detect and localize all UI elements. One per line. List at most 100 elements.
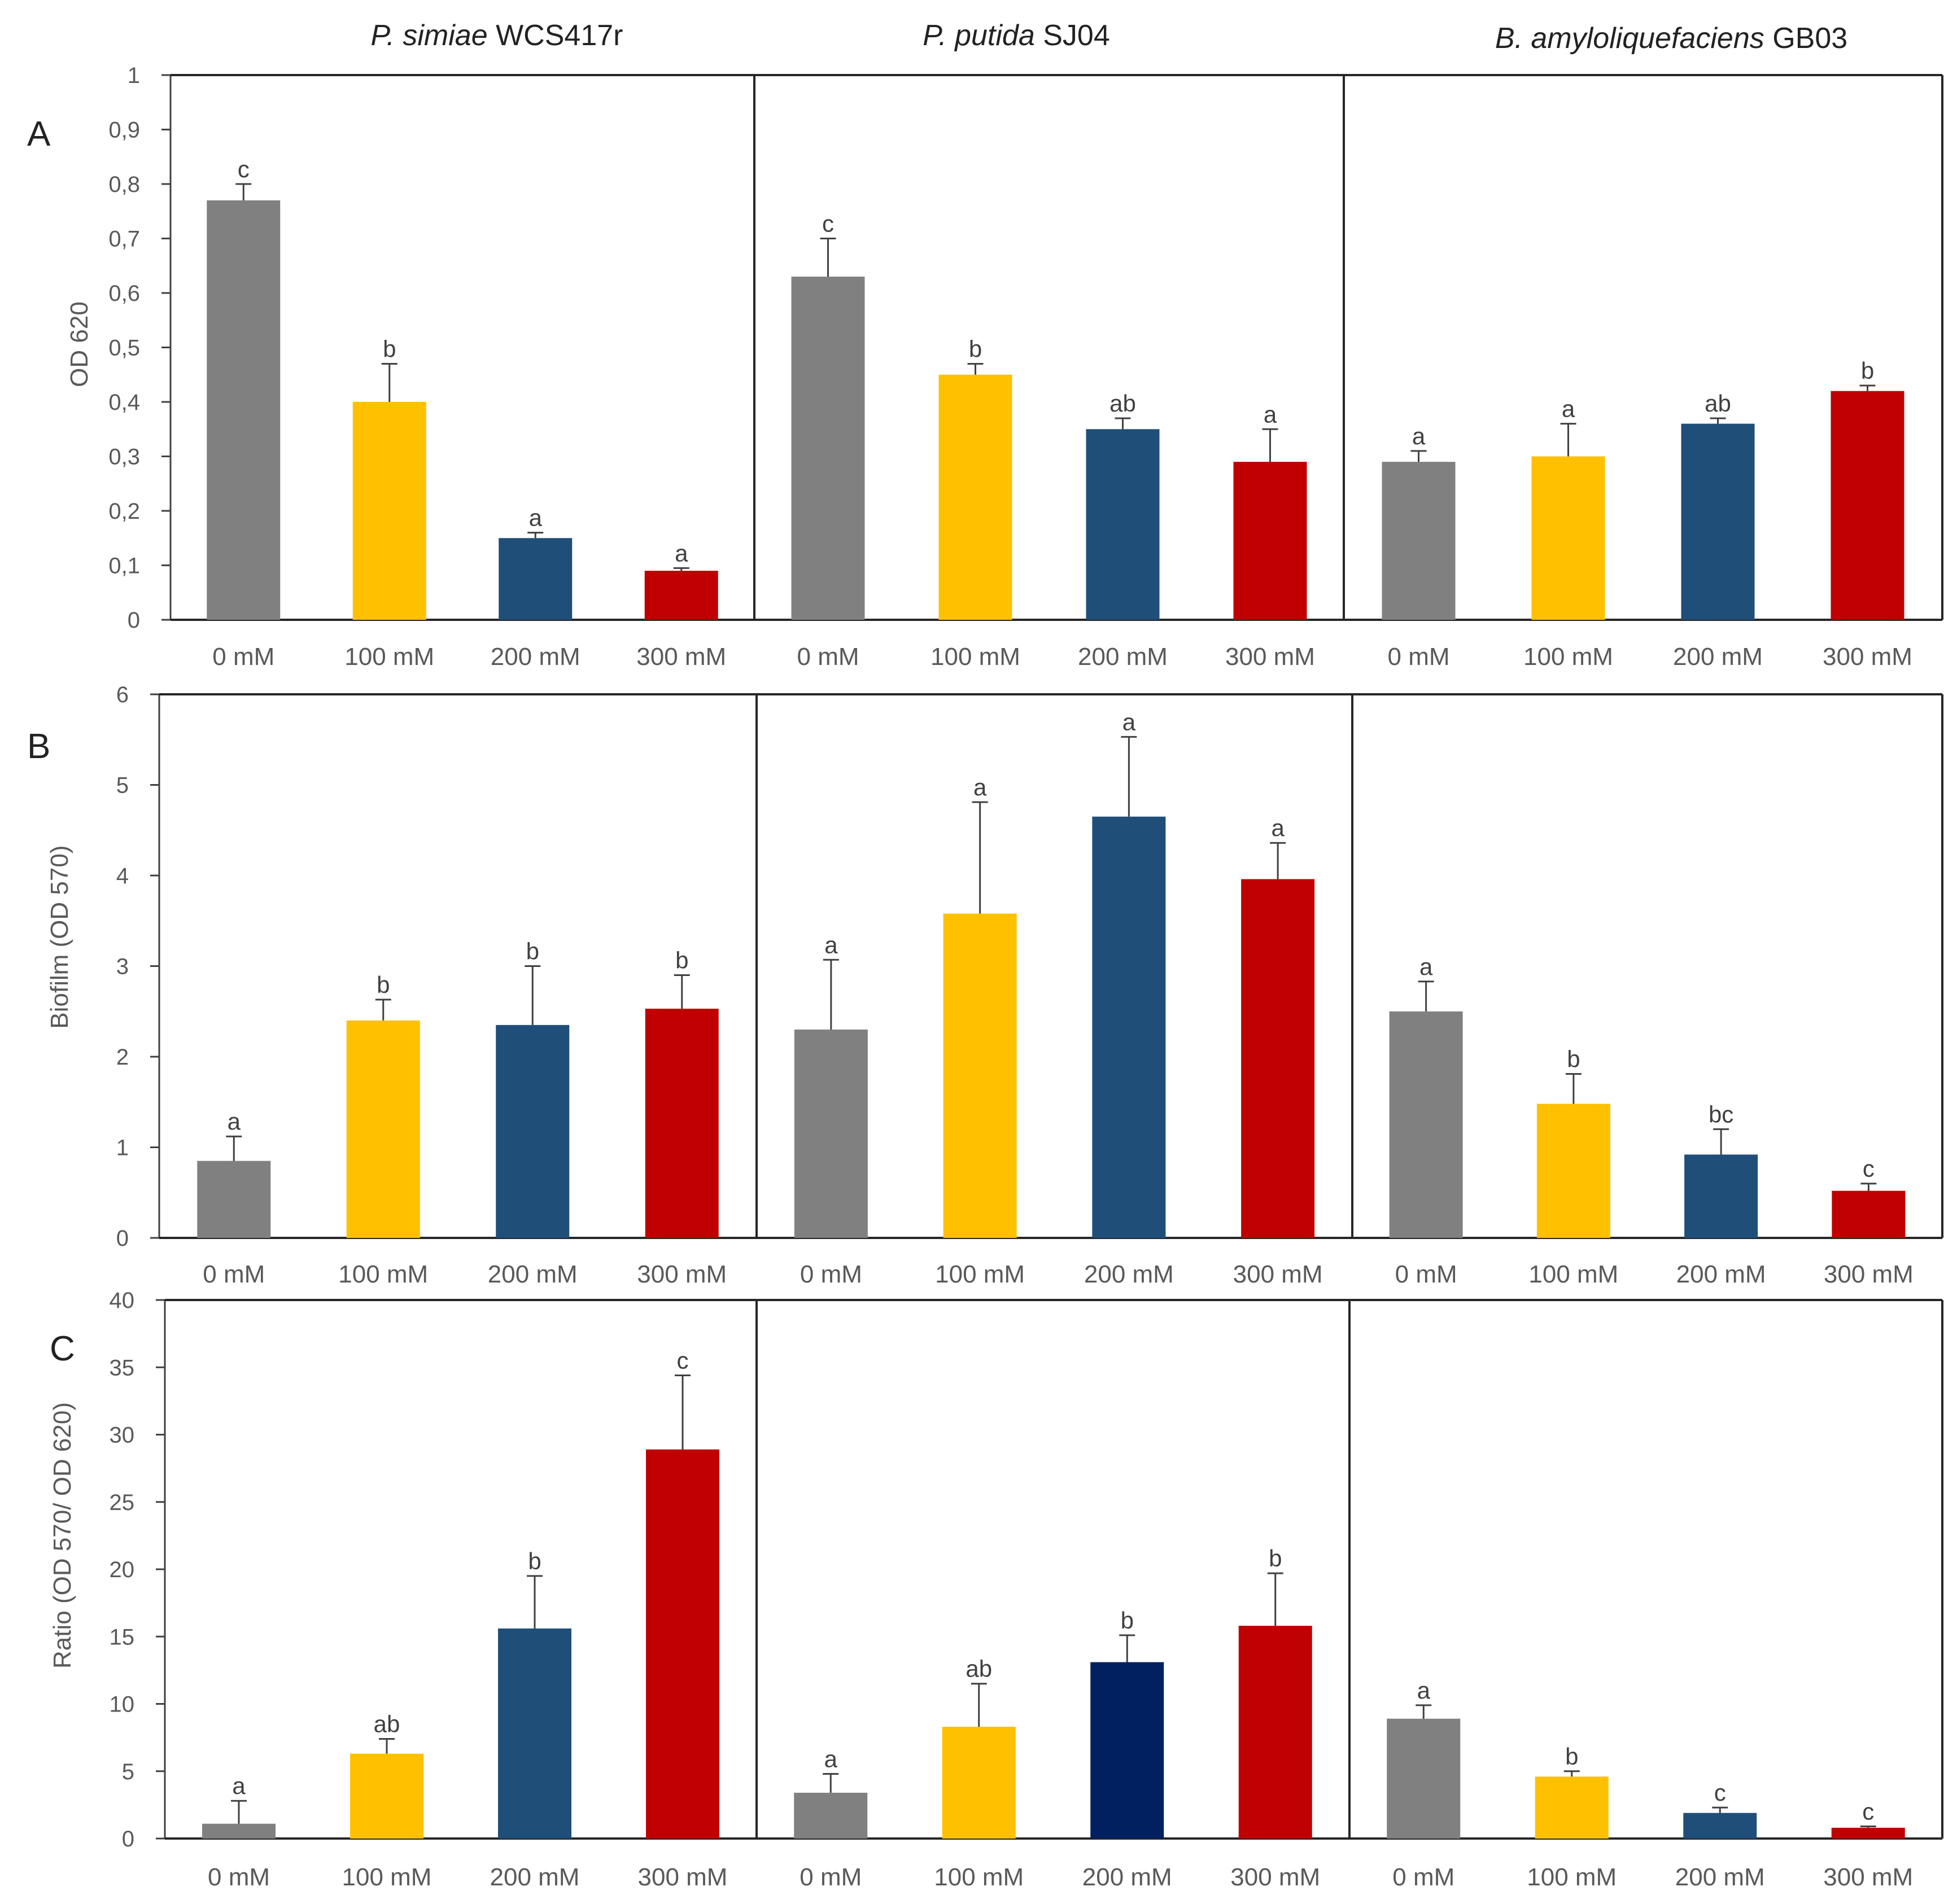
bar-c-g1-200mM (498, 1628, 571, 1839)
category-label-a: 300 mM (1225, 643, 1315, 671)
category-label-c: 300 mM (1823, 1863, 1913, 1891)
significance-letter-a: a (675, 540, 688, 566)
category-label-b: 200 mM (1084, 1260, 1174, 1288)
y-tick-label-c: 20 (110, 1557, 135, 1582)
y-tick-label-c: 15 (110, 1625, 135, 1649)
category-label-c: 300 mM (1230, 1863, 1320, 1891)
y-tick-label-a: 0,2 (108, 499, 140, 524)
significance-letter-c: c (677, 1347, 689, 1374)
category-label-a: 300 mM (1823, 643, 1912, 671)
category-label-a: 0 mM (212, 643, 274, 671)
category-label-b: 200 mM (488, 1260, 578, 1288)
category-label-b: 300 mM (637, 1260, 727, 1288)
y-tick-label-a: 0,8 (108, 172, 140, 197)
category-label-a: 100 mM (344, 643, 434, 671)
y-axis-label-a: OD 620 (65, 301, 93, 387)
y-tick-label-b: 0 (116, 1226, 129, 1251)
significance-letter-b: a (973, 774, 987, 800)
category-label-c: 200 mM (490, 1863, 580, 1891)
significance-letter-a: c (238, 156, 250, 182)
bar-a-g2-0mM (791, 277, 865, 620)
bar-a-g3-300mM (1831, 391, 1904, 620)
bar-a-g2-300mM (1233, 462, 1307, 620)
category-label-a: 100 mM (1523, 643, 1613, 671)
bar-c-g1-100mM (350, 1753, 423, 1839)
header-strain-3-code: GB03 (1764, 22, 1847, 55)
bar-b-g3-0mM (1389, 1011, 1463, 1238)
category-label-a: 100 mM (931, 643, 1020, 671)
category-label-b: 200 mM (1676, 1260, 1766, 1288)
bar-a-g2-100mM (938, 374, 1012, 620)
header-strain-2-species: P. putida (923, 19, 1035, 52)
bar-a-g1-300mM (644, 571, 718, 620)
significance-letter-b: b (526, 938, 539, 965)
y-tick-label-c: 35 (110, 1355, 135, 1380)
bar-b-g3-100mM (1536, 1104, 1610, 1238)
category-label-b: 100 mM (935, 1260, 1025, 1288)
bar-a-g3-200mM (1681, 423, 1755, 620)
bar-b-g1-100mM (346, 1020, 420, 1238)
bar-c-g1-300mM (646, 1449, 719, 1839)
y-tick-label-a: 0,6 (108, 281, 140, 306)
category-label-b: 300 mM (1824, 1260, 1914, 1288)
significance-letter-b: c (1863, 1155, 1875, 1182)
significance-letter-a: b (1861, 357, 1874, 384)
bar-c-g3-200mM (1683, 1813, 1757, 1839)
header-strain-1-species: P. simiae (371, 19, 488, 52)
header-strain-2: P. putida SJ04 (923, 19, 1110, 52)
significance-letter-b: a (1122, 708, 1136, 735)
y-tick-label-c: 30 (110, 1423, 135, 1448)
y-tick-label-b: 2 (116, 1045, 129, 1070)
category-label-c: 0 mM (1392, 1863, 1454, 1891)
bar-c-g2-300mM (1238, 1626, 1312, 1839)
y-tick-label-a: 0,9 (108, 118, 140, 143)
significance-letter-b: b (1567, 1045, 1580, 1072)
y-axis-label-b: Biofilm (OD 570) (46, 845, 73, 1028)
bar-a-g1-200mM (499, 538, 573, 620)
bar-c-g1-0mM (202, 1823, 276, 1839)
y-tick-label-a: 0 (128, 608, 140, 633)
category-label-c: 0 mM (800, 1863, 862, 1891)
category-label-c: 100 mM (342, 1863, 432, 1891)
bar-a-g1-100mM (352, 402, 426, 620)
significance-letter-b: a (824, 931, 838, 958)
category-label-a: 200 mM (1078, 643, 1168, 671)
header-strain-1: P. simiae WCS417r (371, 19, 623, 52)
bar-a-g3-100mM (1531, 456, 1605, 620)
significance-letter-c: c (1714, 1779, 1726, 1806)
category-label-c: 0 mM (208, 1863, 270, 1891)
category-label-c: 300 mM (638, 1863, 728, 1891)
y-tick-label-a: 0,5 (108, 336, 140, 361)
y-tick-label-c: 0 (122, 1827, 134, 1852)
significance-letter-c: c (1862, 1798, 1874, 1825)
significance-letter-b: a (228, 1108, 241, 1135)
significance-letter-c: b (1269, 1545, 1282, 1572)
y-tick-label-a: 0,4 (108, 390, 140, 415)
significance-letter-c: b (1565, 1743, 1578, 1770)
category-label-b: 300 mM (1233, 1260, 1323, 1288)
significance-letter-b: b (377, 971, 390, 998)
header-strain-3-species: B. amyloliquefaciens (1495, 22, 1764, 55)
significance-letter-c: b (1121, 1607, 1134, 1634)
category-label-b: 100 mM (338, 1260, 428, 1288)
bar-c-g2-100mM (942, 1727, 1016, 1839)
y-tick-label-c: 5 (122, 1759, 134, 1784)
category-label-c: 200 mM (1675, 1863, 1765, 1891)
bar-c-g3-100mM (1535, 1776, 1609, 1839)
significance-letter-c: ab (966, 1656, 992, 1682)
category-label-b: 100 mM (1528, 1260, 1618, 1288)
y-tick-label-b: 1 (116, 1136, 129, 1161)
y-tick-label-c: 40 (110, 1288, 135, 1313)
bar-c-g2-0mM (794, 1792, 868, 1839)
y-axis-label-c: Ratio (OD 570/ OD 620) (49, 1402, 76, 1669)
y-tick-label-b: 4 (116, 864, 129, 888)
bar-c-g3-0mM (1387, 1718, 1461, 1839)
bar-b-g2-300mM (1241, 879, 1315, 1238)
significance-letter-a: b (383, 335, 396, 362)
significance-letter-b: a (1419, 953, 1433, 980)
significance-letter-c: a (232, 1772, 246, 1799)
bar-b-g1-300mM (645, 1008, 719, 1238)
category-label-c: 100 mM (1527, 1863, 1617, 1891)
y-tick-label-a: 0,1 (108, 554, 140, 579)
